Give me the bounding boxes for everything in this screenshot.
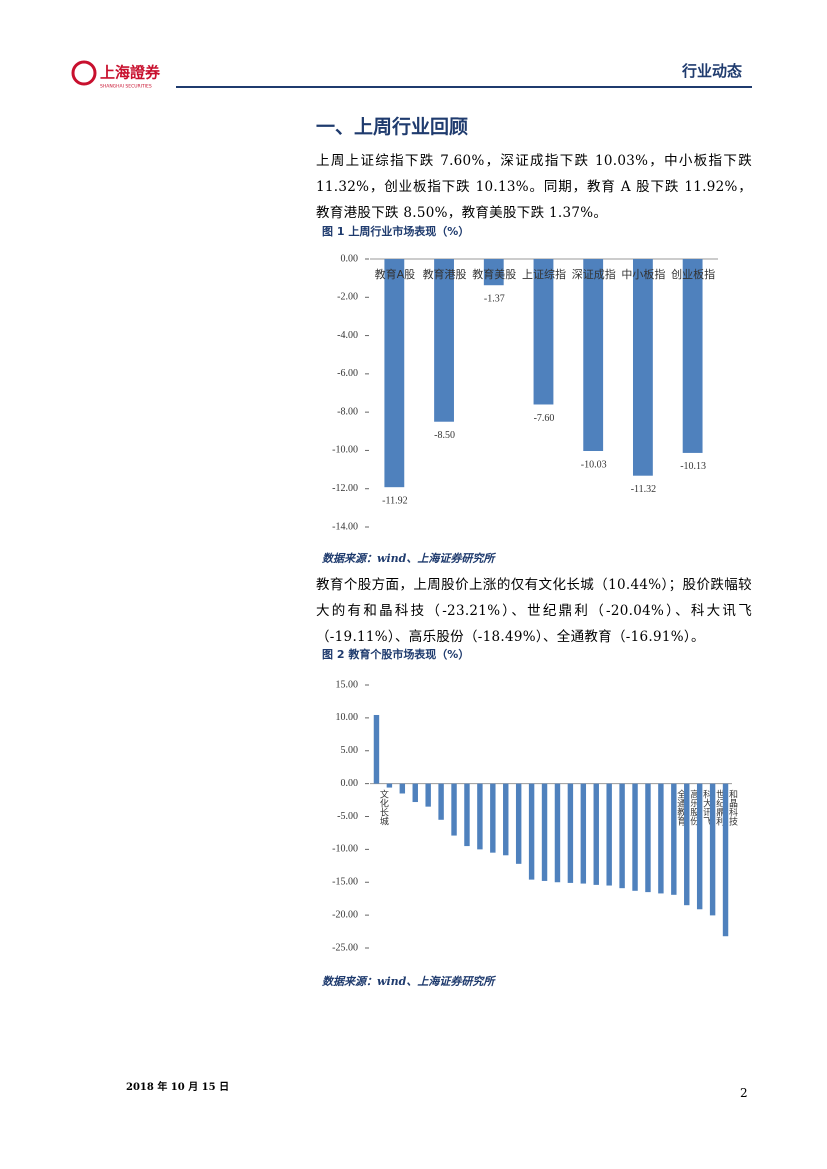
bar	[490, 783, 496, 853]
y-tick-label: 0.00	[341, 253, 359, 264]
bar	[541, 783, 548, 881]
bar	[722, 783, 729, 937]
bar	[373, 714, 380, 784]
bar	[386, 783, 393, 788]
logo-mark	[71, 60, 97, 86]
bar	[425, 783, 431, 807]
x-tick-label: 科大讯飞	[701, 789, 712, 826]
paragraph: 教育个股方面，上周股价上涨的仅有文化长城（10.44%）；股价跌幅较大的有和晶科…	[316, 577, 752, 645]
bar	[709, 783, 716, 916]
x-tick-label: 教育美股	[472, 267, 516, 281]
bar	[384, 259, 405, 488]
value-label: -10.13	[680, 461, 706, 472]
value-label: -1.37	[484, 294, 505, 305]
y-tick-label: 5.00	[341, 745, 359, 756]
bar	[451, 783, 457, 836]
bar	[483, 259, 504, 286]
chart: 15.00 10.00 5.00 0.00 -5.00 -10.00 -15.00 -20.0…	[332, 679, 738, 953]
y-tick-label: -5.00	[337, 811, 358, 822]
x-tick-label: 深证成指	[572, 267, 616, 281]
x-tick-label: 教育A股	[375, 267, 416, 281]
x-tick-label: 教育港股	[423, 267, 467, 281]
header-section: 行业动态	[682, 62, 743, 80]
x-tick-label: 高乐股份	[688, 789, 699, 827]
value-label: -11.32	[631, 484, 656, 495]
y-tick-label: -10.00	[332, 445, 358, 456]
logo: 上海證券 SHANGHAI SECURITIES	[71, 60, 161, 90]
bar	[619, 783, 625, 889]
figure-source: 数据来源：wind、上海证券研究所	[322, 975, 495, 988]
bar	[438, 783, 444, 820]
bar	[593, 783, 599, 885]
bar	[503, 783, 509, 856]
logo-sub: SHANGHAI SECURITIES	[100, 84, 152, 90]
bar	[632, 783, 638, 891]
footer-date: 2018 年 10 月 15 日	[126, 1082, 230, 1093]
x-tick-label: 和晶科技	[727, 790, 738, 827]
bar	[645, 783, 651, 893]
x-tick-label: 全通教育	[675, 789, 686, 827]
bar	[696, 783, 703, 910]
value-label: -7.60	[534, 413, 555, 424]
value-label: -11.92	[382, 495, 407, 506]
y-tick-label: -6.00	[337, 368, 358, 379]
x-tick-label: 创业板指	[671, 267, 715, 281]
x-tick-label: 上证综指	[522, 267, 566, 281]
x-tick-label: 世纪鼎利	[714, 789, 725, 826]
figure-source: 数据来源：wind、上海证券研究所	[322, 552, 495, 565]
y-tick-label: 15.00	[336, 679, 359, 690]
bar	[528, 783, 535, 880]
y-tick-label: 0.00	[341, 778, 359, 789]
y-tick-label: -10.00	[332, 844, 358, 855]
y-tick-label: 10.00	[336, 712, 359, 723]
bar	[515, 783, 522, 864]
y-tick-label: -4.00	[337, 330, 358, 341]
bar	[554, 783, 561, 883]
header-rule	[176, 86, 752, 88]
bar	[682, 259, 703, 453]
figure-caption: 图 2 教育个股市场表现（%）	[322, 648, 470, 661]
bar	[533, 259, 554, 405]
bar	[583, 259, 604, 452]
bar	[477, 783, 483, 850]
paragraph: 上周上证综指下跌 7.60%，深证成指下跌 10.03%，中小板指下跌 11.3…	[316, 153, 752, 221]
bar	[399, 783, 406, 794]
bar	[658, 783, 664, 894]
y-tick-label: -2.00	[337, 292, 358, 303]
y-tick-label: -25.00	[332, 942, 358, 953]
logo-text: 上海證券	[100, 64, 161, 82]
bar	[567, 783, 574, 883]
page-number: 2	[740, 1086, 748, 1100]
y-tick-label: -20.00	[332, 909, 358, 920]
figure-caption: 图 1 上周行业市场表现（%）	[322, 225, 470, 238]
y-tick-label: -8.00	[337, 406, 358, 417]
bar	[580, 783, 587, 884]
y-tick-label: -14.00	[332, 521, 358, 532]
value-label: -8.50	[434, 430, 455, 441]
bar	[464, 783, 470, 847]
value-label: -10.03	[581, 459, 607, 470]
bar	[632, 259, 653, 476]
bar	[412, 783, 418, 803]
bar	[684, 783, 690, 906]
section-title: 一、上周行业回顾	[316, 116, 469, 138]
bar	[434, 259, 454, 422]
y-tick-label: -15.00	[332, 877, 358, 888]
chart: 0.00 -2.00 -4.00 -6.00 -8.00 -10.00 -12.00 -14.…	[332, 253, 718, 532]
y-tick-label: -12.00	[332, 483, 358, 494]
x-tick-label: 文化长城	[378, 789, 389, 827]
x-tick-label: 中小板指	[621, 267, 665, 281]
bar	[671, 783, 677, 895]
bar	[606, 783, 612, 886]
